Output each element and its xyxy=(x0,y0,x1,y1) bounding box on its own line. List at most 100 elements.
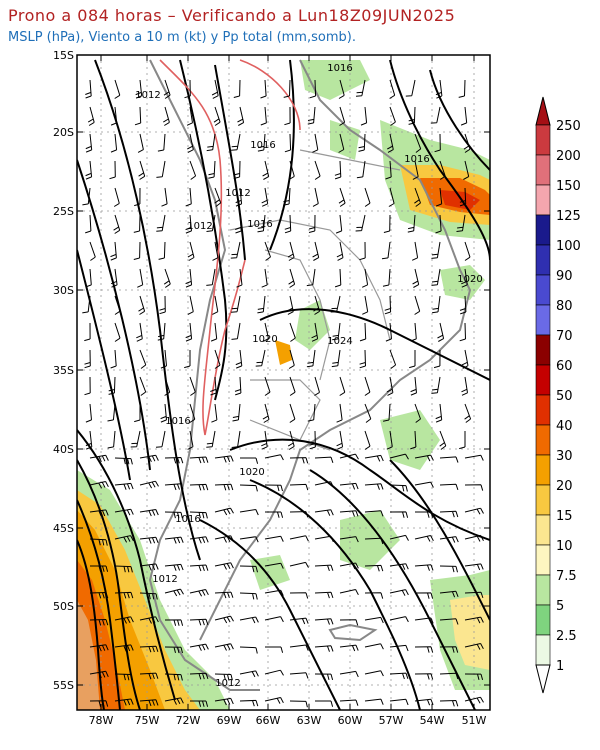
lat-label: 40S xyxy=(53,443,74,456)
wind-barb xyxy=(355,214,366,232)
wind-barb xyxy=(386,430,393,450)
wind-barb xyxy=(89,538,108,546)
wind-barb xyxy=(311,322,319,342)
lon-label: 75W xyxy=(135,714,160,727)
wind-barb xyxy=(230,241,241,259)
wind-barb xyxy=(364,403,372,423)
lat-lon-grid xyxy=(77,55,490,710)
wind-barb xyxy=(388,187,395,207)
map-border xyxy=(76,54,491,711)
wind-barb xyxy=(414,481,434,488)
wind-barb xyxy=(164,536,184,544)
wind-barb xyxy=(139,349,147,369)
wind-barb xyxy=(235,187,243,207)
wind-barb xyxy=(405,79,416,97)
wind-barb xyxy=(339,589,359,596)
wind-barb xyxy=(164,588,184,597)
wind-barb xyxy=(159,295,166,315)
isobar-labels: 1016 1012 1016 1012 1016 1012 1016 1016 … xyxy=(135,63,482,689)
colorbar-label: 50 xyxy=(556,389,573,404)
wind-barb xyxy=(408,106,416,125)
wind-barb xyxy=(214,187,222,207)
colorbar-swatch xyxy=(535,454,551,486)
wind-barb xyxy=(114,698,134,706)
wind-barb xyxy=(160,349,167,369)
wind-barb xyxy=(164,457,184,464)
wind-barb xyxy=(85,403,92,423)
wind-barb xyxy=(257,133,266,152)
wind-barb xyxy=(187,295,194,315)
wind-barb xyxy=(163,106,170,126)
isobar-label: 1020 xyxy=(457,274,482,285)
wind-barb xyxy=(384,295,392,315)
wind-barb xyxy=(189,643,209,651)
wind-barb xyxy=(331,349,341,368)
wind-barb xyxy=(284,106,291,126)
wind-barb xyxy=(214,455,234,463)
wind-barb xyxy=(364,537,384,545)
colorbar-label: 80 xyxy=(556,299,573,314)
wind-barb xyxy=(459,322,466,342)
wind-barb xyxy=(185,268,193,288)
isobar-label: 1016 xyxy=(175,514,200,525)
wind-barb xyxy=(213,106,221,126)
wind-barb xyxy=(206,268,216,286)
wind-barb xyxy=(239,565,258,573)
wind-barb xyxy=(364,430,371,450)
wind-barb xyxy=(335,214,343,234)
wind-barb xyxy=(431,376,441,394)
wind-barb xyxy=(289,322,296,342)
wind-barb xyxy=(185,322,193,342)
wind-barb xyxy=(232,403,241,422)
wind-barb xyxy=(364,698,384,705)
colorbar-swatch xyxy=(535,574,551,606)
wind-barb xyxy=(113,187,120,207)
wind-barb xyxy=(264,535,284,542)
wind-barb xyxy=(212,241,219,261)
wind-barb xyxy=(164,376,171,396)
wind-barb xyxy=(389,511,409,518)
wind-barb xyxy=(134,187,141,207)
wind-barb xyxy=(459,295,467,315)
isobars xyxy=(77,59,490,710)
colorbar-swatch xyxy=(535,244,551,276)
wind-barb xyxy=(114,295,121,315)
wind-barb xyxy=(314,673,334,681)
wind-barb xyxy=(312,241,320,261)
wind-barb xyxy=(264,589,284,596)
wind-barb xyxy=(289,700,308,708)
wind-barb xyxy=(464,403,472,423)
colorbar-label: 1 xyxy=(556,659,564,674)
wind-barb xyxy=(364,564,384,572)
wind-barb xyxy=(314,591,334,599)
wind-barb xyxy=(464,673,484,681)
wind-barb xyxy=(264,241,271,261)
colorbar-label: 20 xyxy=(556,479,573,494)
colorbar-label: 125 xyxy=(556,209,581,224)
colorbar-swatch xyxy=(535,514,551,546)
wind-barb xyxy=(338,79,345,99)
wind-barb xyxy=(139,563,159,571)
wind-barb xyxy=(464,643,484,650)
wind-barb xyxy=(134,106,142,126)
wind-barb xyxy=(139,536,159,544)
lat-label: 55S xyxy=(53,679,74,692)
wind-barb xyxy=(138,160,146,180)
wind-barb xyxy=(336,430,344,450)
wind-barb xyxy=(461,376,468,396)
wind-barb xyxy=(356,160,366,179)
wind-barb xyxy=(315,700,334,707)
wind-barb xyxy=(239,670,259,678)
wind-barb xyxy=(164,619,184,626)
isobar-label: 1020 xyxy=(252,334,277,345)
wind-barb xyxy=(114,673,133,681)
wind-barb xyxy=(189,483,209,491)
wind-barb xyxy=(386,376,394,396)
lon-label: 72W xyxy=(176,714,201,727)
wind-barb xyxy=(139,376,147,396)
lon-label: 63W xyxy=(297,714,322,727)
wind-barb xyxy=(289,403,296,423)
wind-barb xyxy=(208,160,216,179)
wind-barb xyxy=(360,106,368,126)
